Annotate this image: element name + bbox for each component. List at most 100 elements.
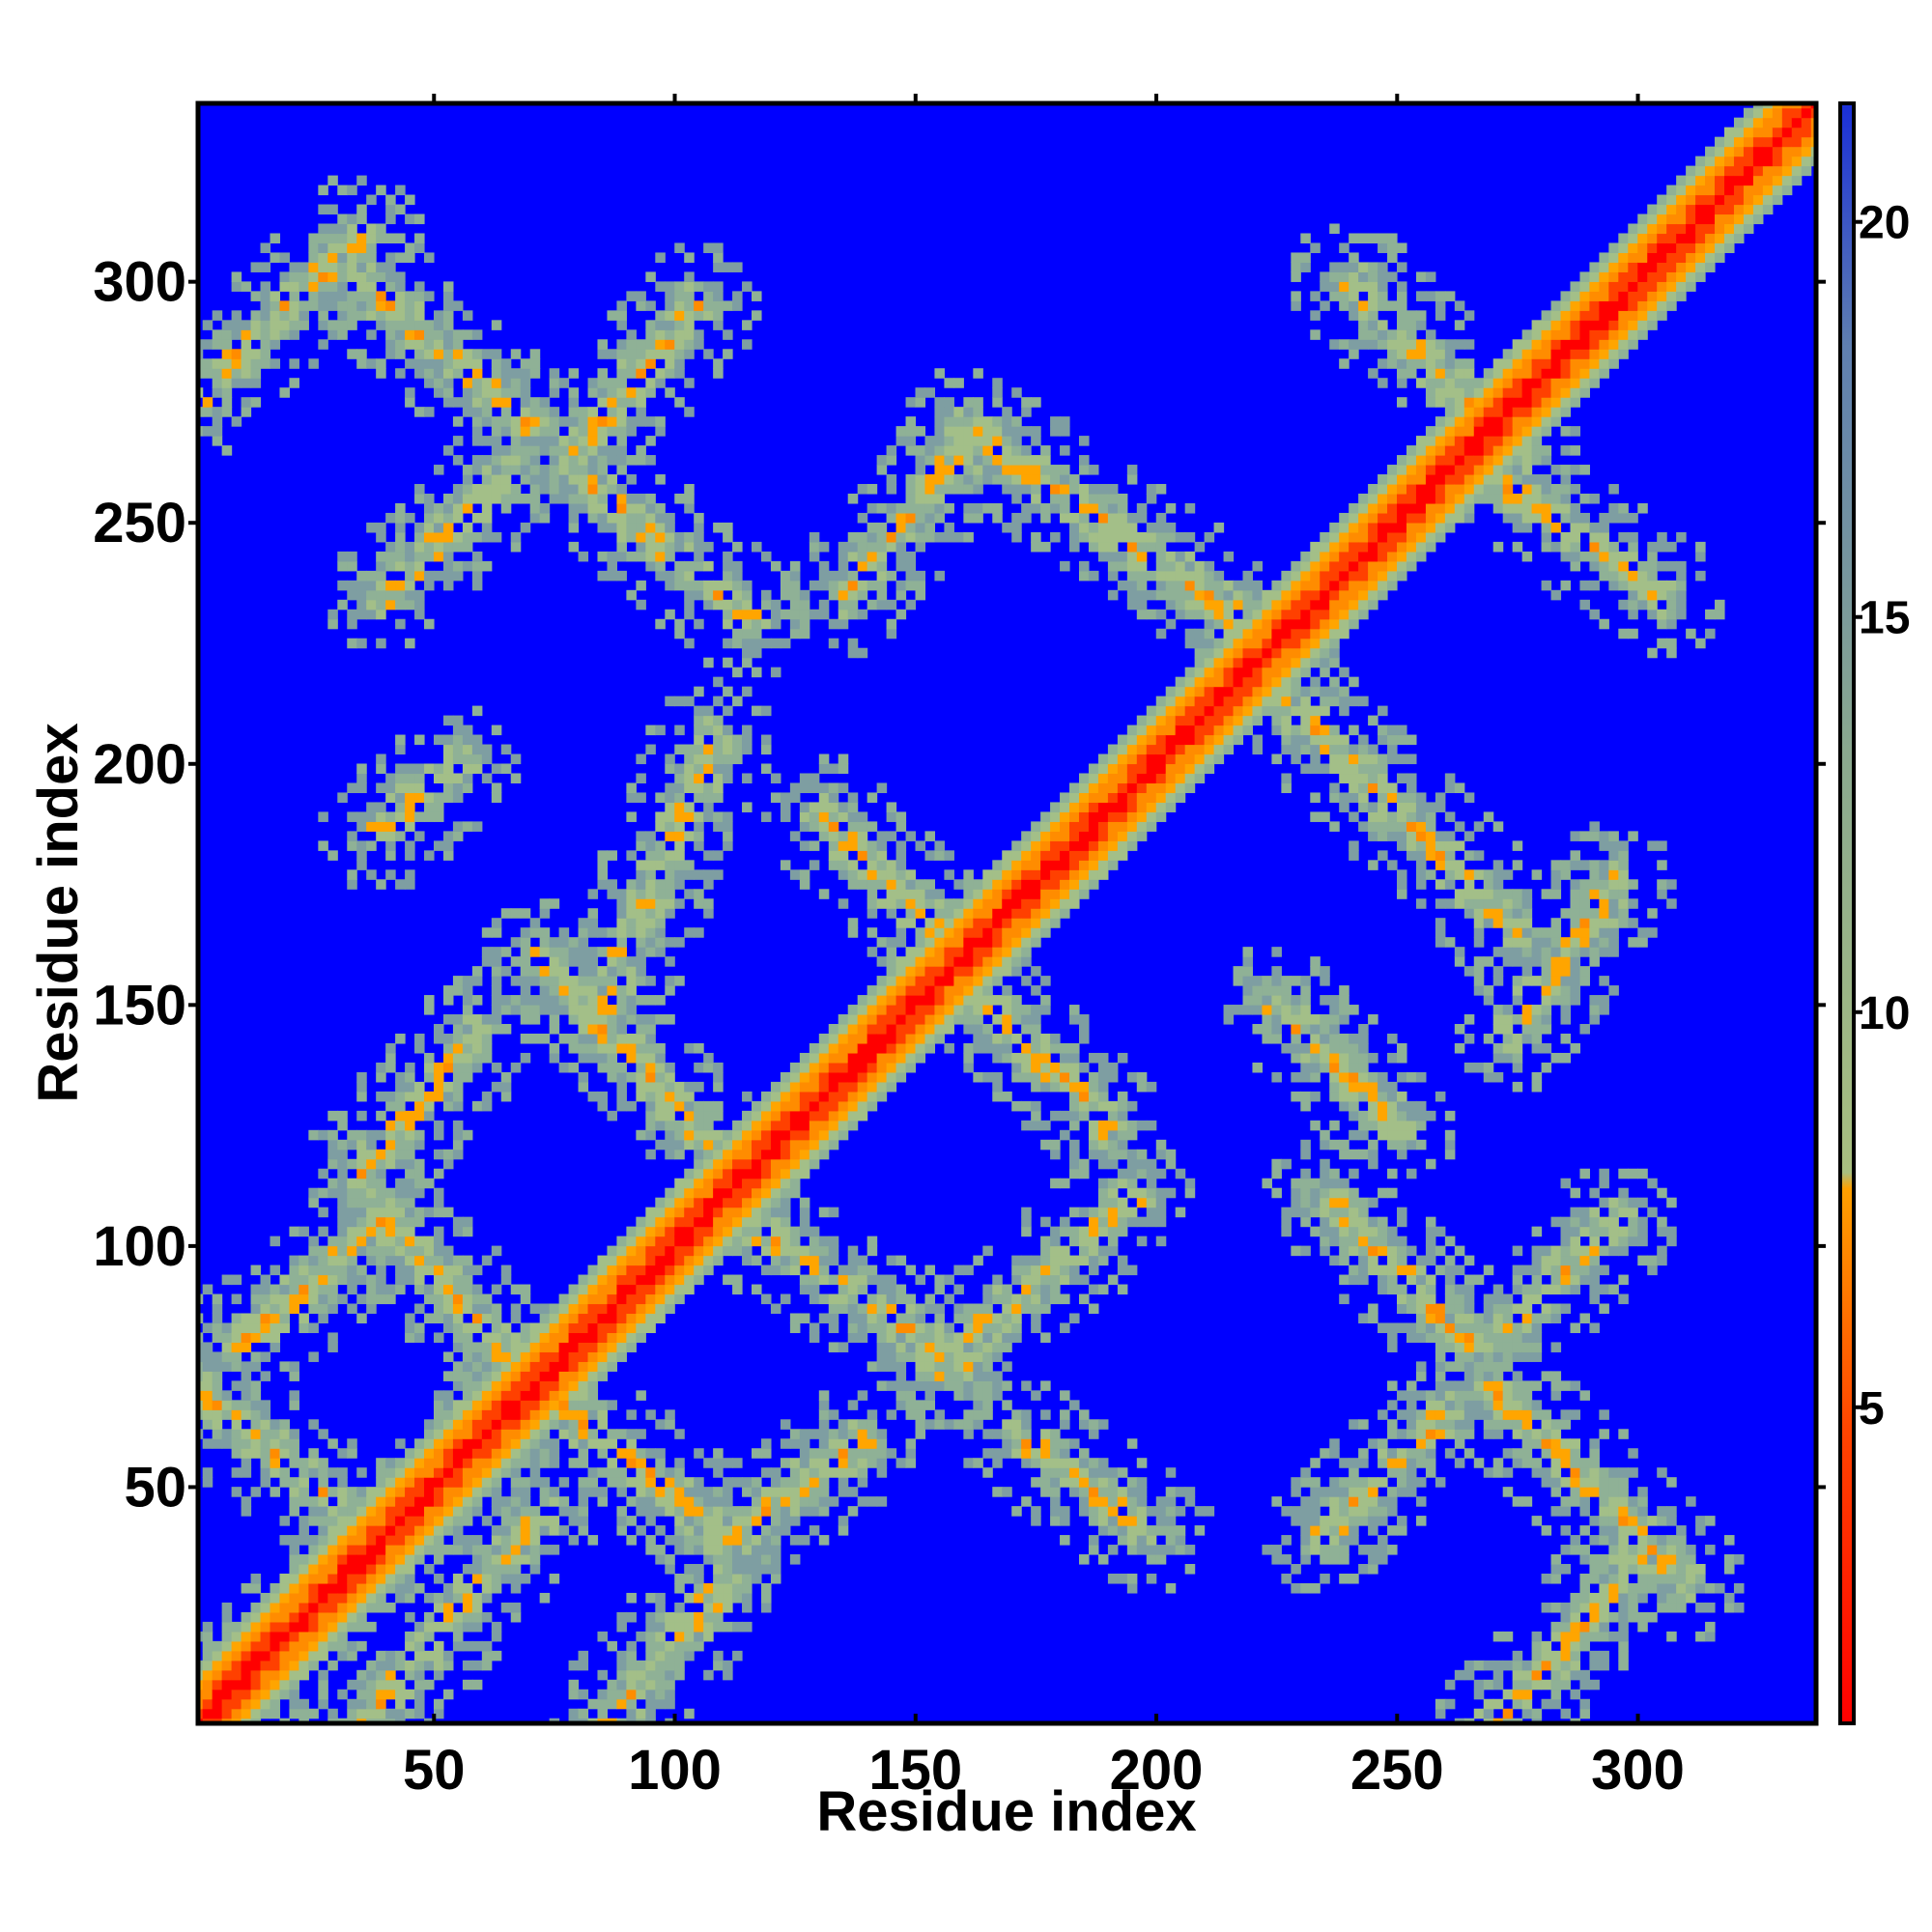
- heatmap-cell: [366, 1525, 377, 1536]
- heatmap-cell: [405, 1264, 415, 1276]
- heatmap-cell: [520, 1400, 531, 1410]
- heatmap-cell: [500, 1005, 512, 1015]
- heatmap-cell: [973, 976, 983, 986]
- heatmap-cell: [578, 1042, 589, 1054]
- heatmap-cell: [973, 397, 983, 408]
- heatmap-cell: [327, 1506, 338, 1517]
- heatmap-cell: [963, 1419, 974, 1430]
- heatmap-cell: [934, 947, 945, 957]
- heatmap-cell: [1040, 1245, 1051, 1257]
- heatmap-cell: [857, 589, 868, 601]
- heatmap-cell: [934, 426, 945, 437]
- heatmap-cell: [828, 850, 839, 861]
- heatmap-cell: [703, 1062, 714, 1073]
- heatmap-cell: [694, 1573, 704, 1584]
- heatmap-cell: [298, 271, 309, 282]
- heatmap-cell: [298, 1293, 309, 1305]
- heatmap-cell: [799, 1487, 810, 1497]
- heatmap-cell: [703, 1264, 714, 1276]
- heatmap-cell: [799, 1100, 810, 1112]
- heatmap-cell: [607, 397, 617, 408]
- heatmap-cell: [539, 1322, 551, 1334]
- heatmap-cell: [471, 426, 483, 437]
- heatmap-cell: [1031, 1274, 1041, 1286]
- heatmap-cell: [597, 1042, 609, 1054]
- heatmap-cell: [433, 1448, 444, 1459]
- heatmap-cell: [414, 281, 425, 292]
- heatmap-cell: [568, 1351, 580, 1362]
- heatmap-cell: [809, 541, 820, 553]
- heatmap-cell: [289, 1621, 299, 1633]
- heatmap-cell: [1002, 995, 1012, 1006]
- heatmap-cell: [376, 1062, 386, 1073]
- heatmap-cell: [424, 1207, 435, 1218]
- heatmap-cell: [867, 502, 878, 514]
- heatmap-cell: [327, 1467, 338, 1478]
- heatmap-cell: [636, 1322, 646, 1334]
- heatmap-cell: [626, 1005, 637, 1015]
- heatmap-cell: [250, 291, 262, 301]
- heatmap-cell: [1021, 1042, 1032, 1054]
- heatmap-cell: [713, 1139, 724, 1151]
- heatmap-cell: [500, 1525, 512, 1536]
- heatmap-cell: [1050, 493, 1061, 504]
- heatmap-cell: [1002, 927, 1012, 938]
- heatmap-cell: [327, 175, 338, 186]
- heatmap-cell: [607, 1467, 617, 1478]
- heatmap-cell: [529, 416, 541, 427]
- heatmap-cell: [405, 1255, 415, 1266]
- heatmap-cell: [529, 1400, 541, 1410]
- heatmap-cell: [847, 1255, 859, 1266]
- heatmap-cell: [597, 1033, 609, 1044]
- heatmap-cell: [481, 1545, 493, 1555]
- heatmap-cell: [376, 223, 386, 235]
- heatmap-cell: [934, 1033, 945, 1044]
- heatmap-cell: [886, 1284, 897, 1295]
- heatmap-cell: [510, 1313, 522, 1324]
- heatmap-cell: [376, 1274, 386, 1286]
- heatmap-cell: [452, 1438, 464, 1449]
- heatmap-cell: [867, 860, 878, 870]
- heatmap-cell: [327, 1303, 338, 1315]
- heatmap-cell: [279, 1516, 291, 1526]
- heatmap-cell: [442, 580, 454, 591]
- heatmap-cell: [1011, 493, 1022, 504]
- heatmap-cell: [1050, 1255, 1061, 1266]
- heatmap-cell: [828, 1033, 839, 1044]
- heatmap-cell: [953, 1351, 964, 1362]
- heatmap-cell: [578, 1409, 589, 1420]
- heatmap-cell: [992, 378, 1003, 388]
- heatmap-cell: [558, 484, 570, 495]
- heatmap-cell: [934, 1024, 945, 1035]
- heatmap-cell: [655, 474, 666, 485]
- heatmap-cell: [857, 541, 868, 553]
- heatmap-cell: [385, 1535, 396, 1546]
- heatmap-cell: [886, 1042, 897, 1054]
- heatmap-cell: [626, 1071, 637, 1083]
- heatmap-cell: [953, 1264, 964, 1276]
- heatmap-cell: [231, 1409, 242, 1420]
- heatmap-cell: [405, 1071, 415, 1083]
- heatmap-cell: [1002, 850, 1012, 861]
- heatmap-cell: [694, 831, 704, 841]
- heatmap-cell: [665, 753, 675, 765]
- heatmap-cell: [752, 1573, 762, 1584]
- heatmap-cell: [616, 1062, 627, 1073]
- heatmap-cell: [539, 1409, 551, 1420]
- heatmap-cell: [289, 1477, 299, 1488]
- heatmap-cell: [1060, 1458, 1070, 1468]
- heatmap-cell: [809, 1120, 820, 1131]
- heatmap-cell: [934, 407, 945, 417]
- heatmap-cell: [308, 1351, 319, 1362]
- heatmap-cell: [395, 1689, 406, 1700]
- heatmap-cell: [308, 1255, 319, 1266]
- heatmap-cell: [289, 1535, 299, 1546]
- heatmap-cell: [895, 966, 907, 977]
- heatmap-cell: [626, 1592, 637, 1604]
- heatmap-cell: [732, 1149, 743, 1160]
- heatmap-cell: [212, 426, 223, 437]
- heatmap-cell: [1021, 397, 1032, 408]
- heatmap-cell: [752, 1139, 762, 1151]
- heatmap-cell: [529, 1409, 541, 1420]
- heatmap-cell: [982, 416, 993, 427]
